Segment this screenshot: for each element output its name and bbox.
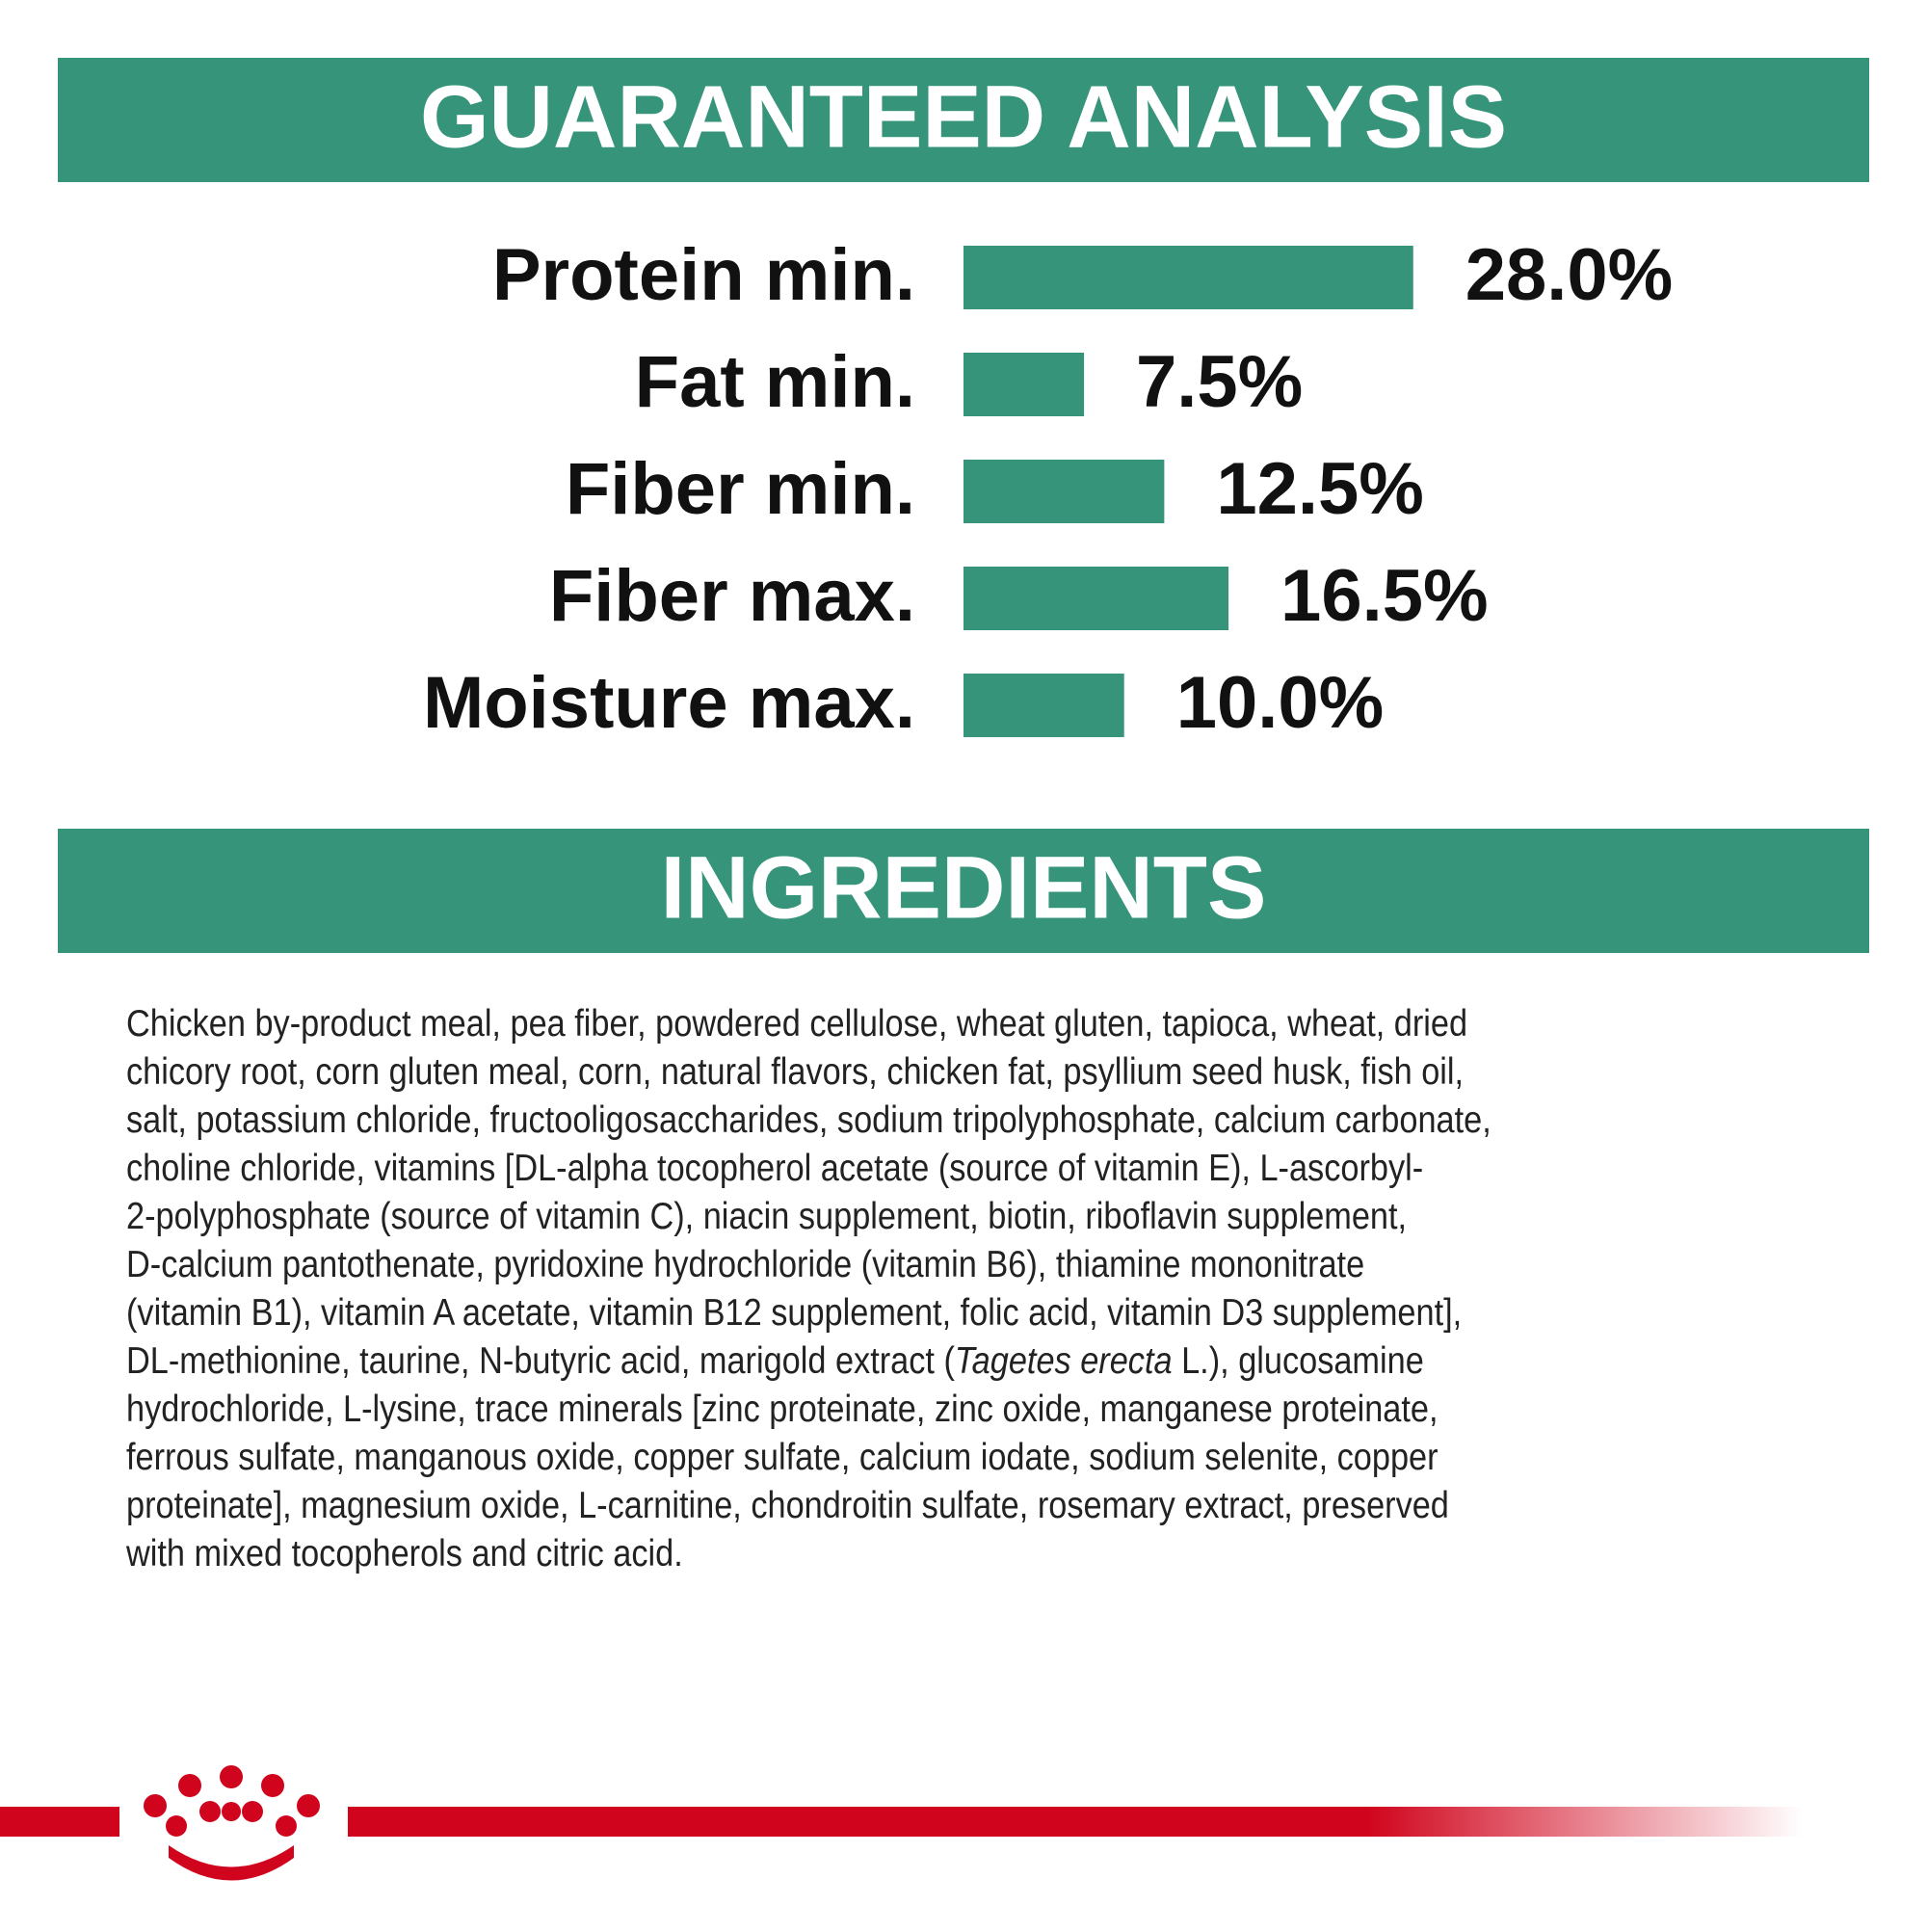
- ingredients-text: Chicken by-product meal, pea fiber, powd…: [125, 1002, 1491, 1575]
- ingredient-line: DL-methionine, taurine, N-butyric acid, …: [126, 1339, 1424, 1382]
- category-label: Fiber min.: [566, 448, 915, 530]
- ingredient-line: choline chloride, vitamins [DL-alpha toc…: [126, 1147, 1423, 1189]
- red-band: [0, 1807, 119, 1837]
- red-band: [348, 1807, 1803, 1837]
- ingredient-line: 2-polyphosphate (source of vitamin C), n…: [126, 1195, 1407, 1237]
- italic-span: Tagetes erecta: [955, 1339, 1173, 1382]
- value-label: 7.5%: [1136, 341, 1303, 423]
- bar: [964, 567, 1229, 630]
- ingredient-line: Chicken by-product meal, pea fiber, powd…: [126, 1002, 1467, 1045]
- ingredient-line: with mixed tocopherols and citric acid.: [125, 1532, 683, 1575]
- ingredient-line: (vitamin B1), vitamin A acetate, vitamin…: [126, 1291, 1462, 1334]
- bar: [964, 674, 1124, 737]
- ingredient-line: hydrochloride, L-lysine, trace minerals …: [126, 1388, 1438, 1430]
- value-label: 16.5%: [1280, 555, 1489, 637]
- logo: [0, 1765, 1803, 1881]
- ingredient-line: ferrous sulfate, manganous oxide, copper…: [126, 1436, 1439, 1478]
- bar: [964, 353, 1085, 416]
- ingredient-line: D-calcium pantothenate, pyridoxine hydro…: [126, 1243, 1364, 1285]
- category-label: Moisture max.: [423, 662, 915, 744]
- category-label: Protein min.: [492, 234, 915, 316]
- ingredient-line: proteinate], magnesium oxide, L-carnitin…: [126, 1484, 1449, 1526]
- section-title: INGREDIENTS: [661, 838, 1267, 937]
- bar: [964, 460, 1165, 523]
- chart-title: GUARANTEED ANALYSIS: [420, 67, 1507, 166]
- crown: [144, 1765, 320, 1881]
- value-label: 12.5%: [1216, 448, 1424, 530]
- header-band: [58, 58, 1869, 182]
- category-label: Fiber max.: [549, 555, 915, 637]
- header-band: [58, 829, 1869, 953]
- bar: [964, 246, 1413, 309]
- value-label: 10.0%: [1176, 662, 1385, 744]
- text-span: DL-methionine, taurine, N-butyric acid, …: [126, 1339, 956, 1382]
- ingredient-line: chicory root, corn gluten meal, corn, na…: [126, 1050, 1464, 1093]
- value-label: 28.0%: [1465, 234, 1674, 316]
- category-label: Fat min.: [635, 341, 915, 423]
- ingredient-line: salt, potassium chloride, fructooligosac…: [126, 1098, 1491, 1141]
- text-span: L.), glucosamine: [1173, 1339, 1424, 1382]
